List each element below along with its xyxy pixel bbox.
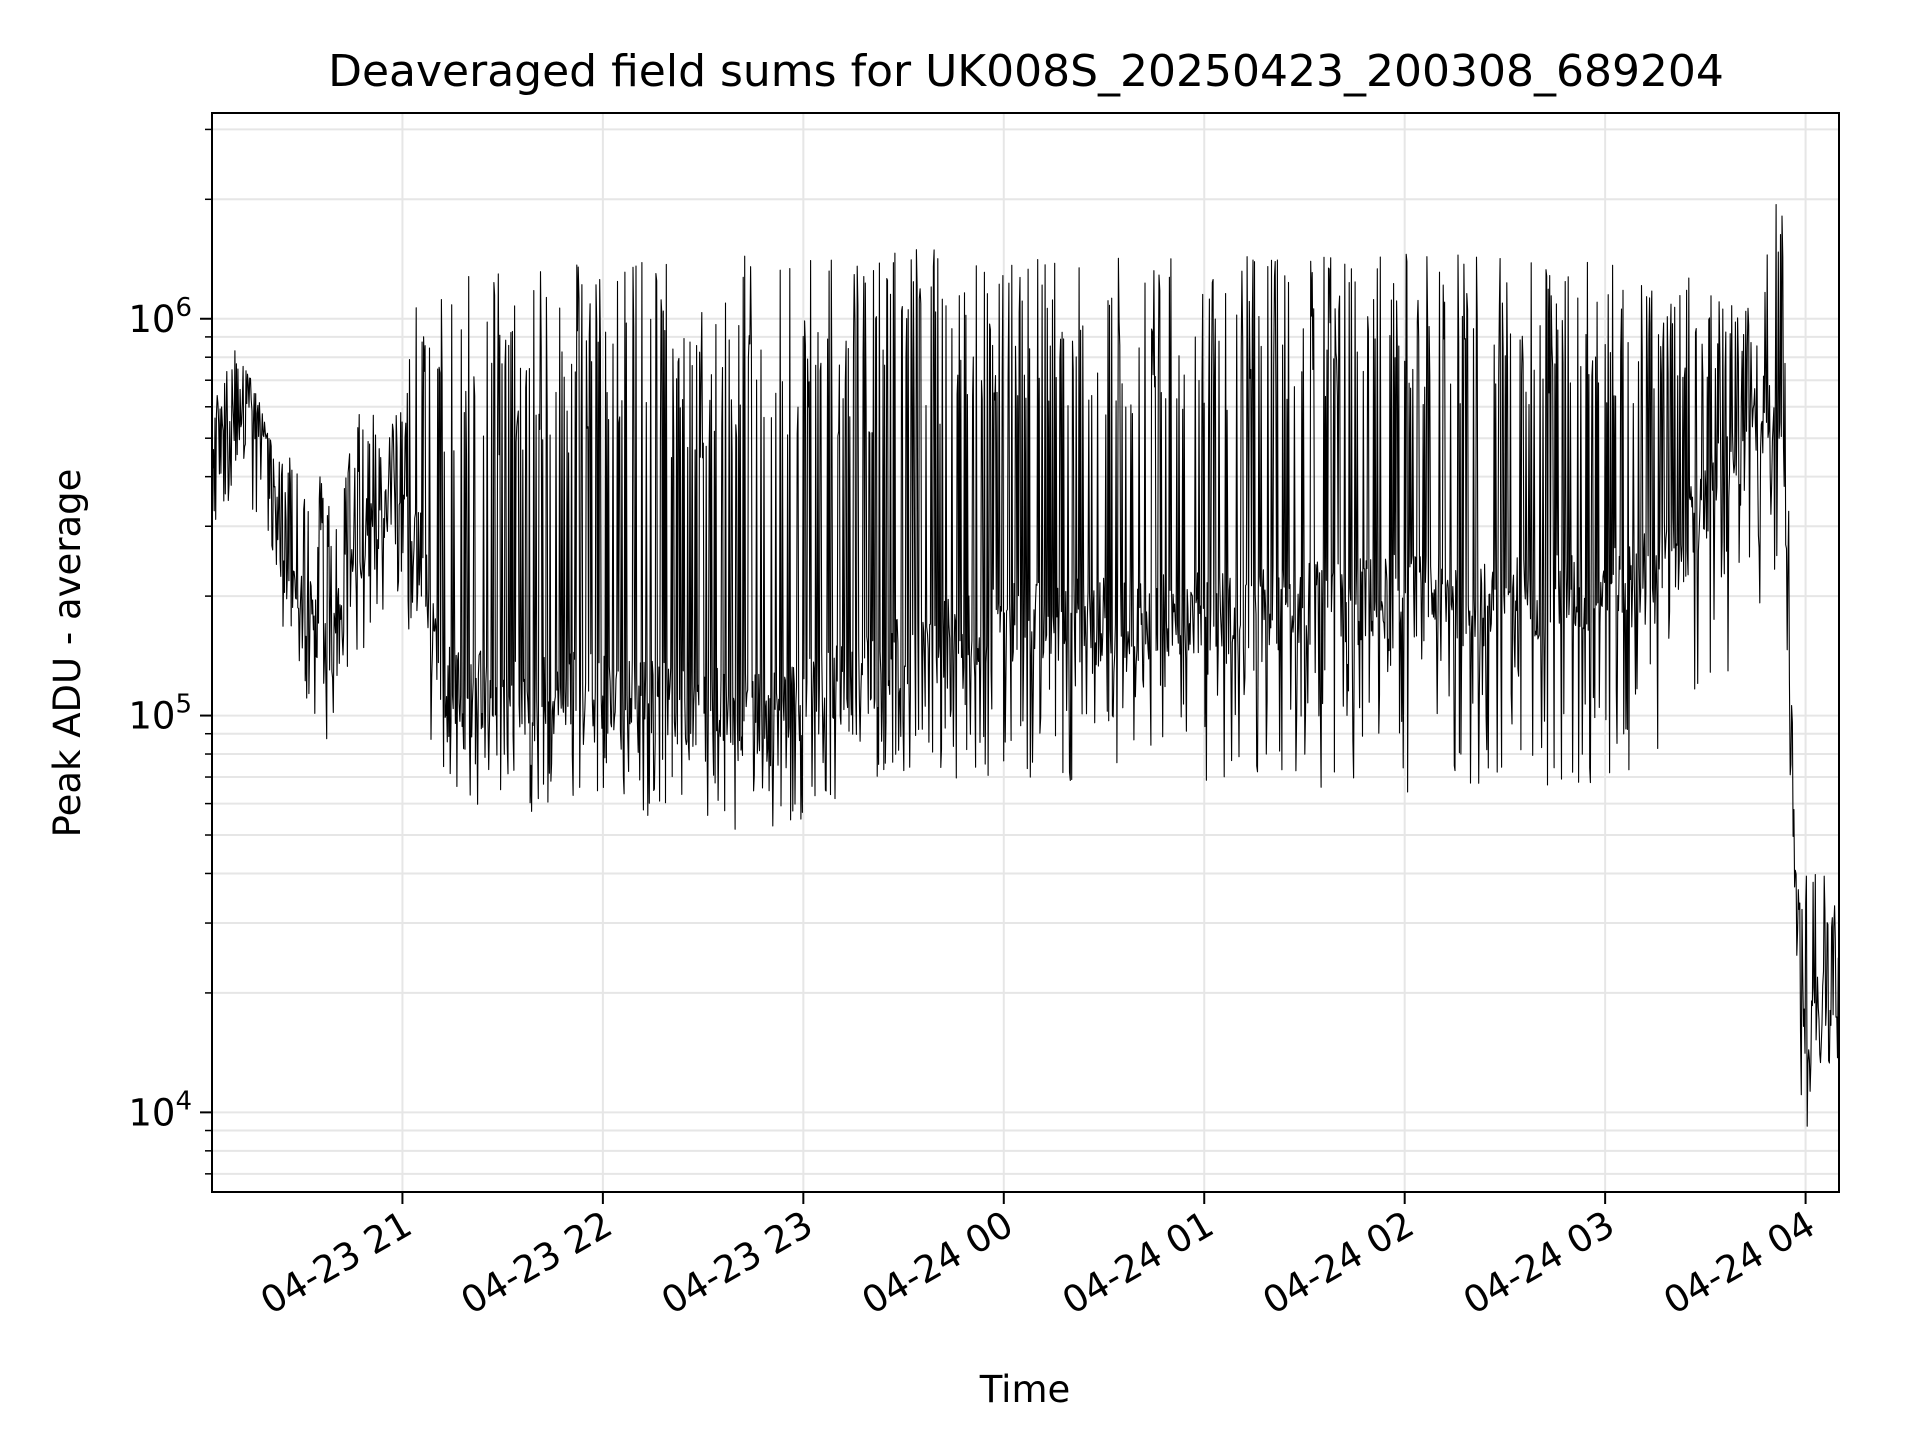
y-axis: 104 105 106: [128, 128, 212, 1175]
x-tick-label: 04-24 03: [1456, 1203, 1622, 1323]
x-tick-label: 04-24 00: [855, 1203, 1021, 1323]
x-axis: 04-23 21 04-23 22 04-23 23 04-24 00 04-24 01…: [253, 1192, 1822, 1323]
chart-title: Deaveraged field sums for UK008S_2025042…: [328, 46, 1724, 97]
plot-frame: [211, 112, 1840, 1193]
x-tick-label: 04-24 02: [1256, 1203, 1422, 1323]
y-tick-label: 104: [128, 1086, 192, 1134]
y-tick-label: 106: [128, 293, 192, 341]
x-tick-label: 04-24 01: [1055, 1203, 1221, 1323]
series-line: [211, 204, 1840, 1127]
x-tick-label: 04-23 23: [654, 1203, 820, 1323]
x-tick-label: 04-24 04: [1657, 1203, 1823, 1323]
y-axis-label: Peak ADU - average: [46, 469, 89, 838]
x-tick-label: 04-23 21: [253, 1203, 419, 1323]
x-axis-label: Time: [979, 1368, 1071, 1411]
x-tick-label: 04-23 22: [454, 1203, 620, 1323]
y-tick-label: 105: [128, 690, 192, 738]
